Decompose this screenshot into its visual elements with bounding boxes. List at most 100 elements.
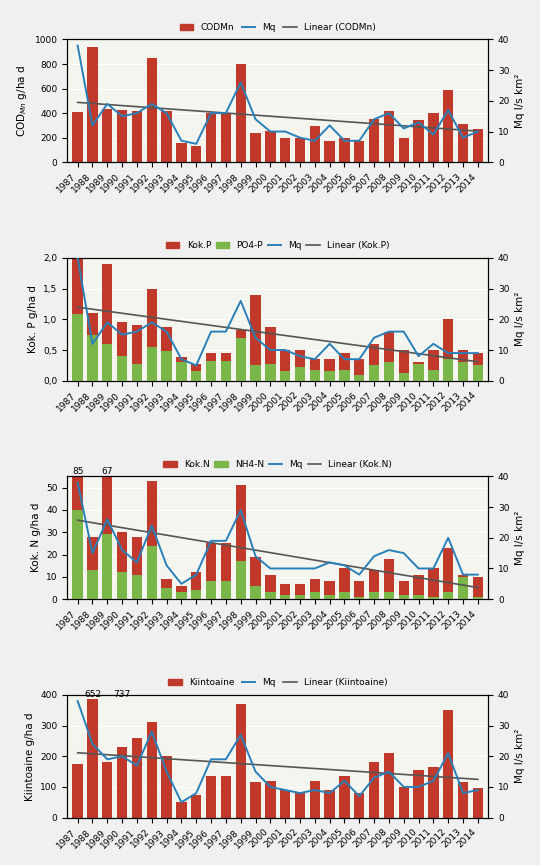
- Bar: [325, 359, 335, 381]
- Bar: [161, 579, 172, 599]
- Bar: [428, 369, 438, 381]
- Bar: [443, 548, 454, 599]
- Bar: [295, 350, 305, 381]
- Bar: [339, 138, 349, 163]
- Bar: [399, 787, 409, 817]
- Bar: [132, 325, 142, 381]
- Bar: [251, 365, 261, 381]
- Bar: [221, 581, 231, 599]
- Text: 652: 652: [84, 690, 101, 700]
- Y-axis label: Kok. P g/ha d: Kok. P g/ha d: [28, 285, 38, 353]
- Legend: Kok.N, NH4-N, Mq, Linear (Kok.N): Kok.N, NH4-N, Mq, Linear (Kok.N): [160, 457, 396, 472]
- Bar: [176, 593, 187, 599]
- Bar: [265, 131, 275, 163]
- Bar: [176, 803, 187, 817]
- Bar: [354, 581, 364, 599]
- Bar: [384, 362, 394, 381]
- Bar: [384, 559, 394, 599]
- Bar: [414, 362, 424, 381]
- Bar: [458, 577, 468, 599]
- Bar: [146, 347, 157, 381]
- Bar: [87, 536, 98, 599]
- Y-axis label: Mq l/s km²: Mq l/s km²: [515, 510, 525, 565]
- Bar: [369, 593, 379, 599]
- Bar: [102, 535, 112, 599]
- Y-axis label: Mq l/s km²: Mq l/s km²: [515, 292, 525, 347]
- Bar: [206, 112, 216, 163]
- Bar: [72, 509, 83, 599]
- Legend: Kok.P, PO4-P, Mq, Linear (Kok.P): Kok.P, PO4-P, Mq, Linear (Kok.P): [163, 238, 393, 254]
- Bar: [191, 573, 201, 599]
- Bar: [72, 477, 83, 599]
- Bar: [354, 141, 364, 163]
- Bar: [339, 776, 349, 817]
- Bar: [428, 767, 438, 817]
- Bar: [146, 481, 157, 599]
- Bar: [146, 546, 157, 599]
- Bar: [102, 344, 112, 381]
- Text: 2,8: 2,8: [0, 864, 1, 865]
- Bar: [251, 782, 261, 817]
- Bar: [443, 359, 454, 381]
- Bar: [146, 59, 157, 163]
- Bar: [117, 532, 127, 599]
- Bar: [102, 762, 112, 817]
- Bar: [458, 574, 468, 599]
- Bar: [132, 574, 142, 599]
- Bar: [414, 574, 424, 599]
- Bar: [117, 747, 127, 817]
- Bar: [221, 776, 231, 817]
- Bar: [354, 375, 364, 381]
- Bar: [295, 138, 305, 163]
- Bar: [72, 255, 83, 381]
- Bar: [369, 570, 379, 599]
- Bar: [354, 597, 364, 599]
- Bar: [251, 295, 261, 381]
- Bar: [472, 353, 483, 381]
- Bar: [206, 581, 216, 599]
- Bar: [176, 362, 187, 381]
- Bar: [87, 313, 98, 381]
- Bar: [384, 593, 394, 599]
- Text: 85: 85: [72, 467, 83, 477]
- Bar: [472, 129, 483, 163]
- Bar: [191, 363, 201, 381]
- Bar: [161, 327, 172, 381]
- Bar: [443, 593, 454, 599]
- Bar: [384, 753, 394, 817]
- Bar: [354, 793, 364, 817]
- Bar: [265, 327, 275, 381]
- Y-axis label: Mq l/s km²: Mq l/s km²: [515, 74, 525, 128]
- Bar: [309, 593, 320, 599]
- Bar: [265, 364, 275, 381]
- Legend: CODMn, Mq, Linear (CODMn): CODMn, Mq, Linear (CODMn): [177, 19, 379, 35]
- Bar: [428, 597, 438, 599]
- Bar: [146, 722, 157, 817]
- Bar: [295, 368, 305, 381]
- Bar: [428, 568, 438, 599]
- Bar: [339, 593, 349, 599]
- Bar: [132, 364, 142, 381]
- Text: 67: 67: [102, 467, 113, 477]
- Bar: [191, 371, 201, 381]
- Bar: [87, 700, 98, 817]
- Bar: [384, 111, 394, 163]
- Bar: [414, 120, 424, 163]
- Bar: [206, 543, 216, 599]
- Bar: [428, 350, 438, 381]
- Bar: [384, 331, 394, 381]
- Bar: [399, 350, 409, 381]
- Bar: [265, 781, 275, 817]
- Bar: [280, 371, 291, 381]
- Bar: [132, 738, 142, 817]
- Bar: [339, 568, 349, 599]
- Bar: [161, 588, 172, 599]
- Bar: [206, 776, 216, 817]
- Bar: [235, 330, 246, 381]
- Bar: [102, 110, 112, 163]
- Bar: [221, 361, 231, 381]
- Bar: [309, 781, 320, 817]
- Bar: [280, 790, 291, 817]
- Bar: [458, 362, 468, 381]
- Bar: [117, 323, 127, 381]
